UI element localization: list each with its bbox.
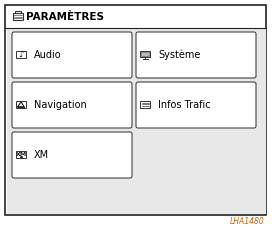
- FancyBboxPatch shape: [12, 82, 132, 128]
- Text: Navigation: Navigation: [34, 100, 87, 110]
- Bar: [16, 101, 26, 108]
- FancyBboxPatch shape: [136, 32, 256, 78]
- FancyBboxPatch shape: [12, 132, 132, 178]
- Text: XM: XM: [34, 150, 49, 160]
- Bar: [16, 151, 26, 158]
- Text: PARAMÈTRES: PARAMÈTRES: [26, 12, 104, 22]
- Bar: [140, 101, 150, 108]
- Text: ♪: ♪: [18, 50, 24, 59]
- Bar: [16, 50, 26, 58]
- FancyBboxPatch shape: [136, 82, 256, 128]
- Text: Système: Système: [158, 50, 200, 60]
- FancyBboxPatch shape: [12, 32, 132, 78]
- Bar: [15, 10, 21, 13]
- Text: Infos Trafic: Infos Trafic: [158, 100, 211, 110]
- Bar: [140, 51, 150, 57]
- Bar: [13, 13, 23, 20]
- Bar: [141, 52, 149, 56]
- Text: XM: XM: [16, 152, 27, 157]
- Text: LHA1480: LHA1480: [230, 217, 265, 225]
- Bar: [7, 29, 266, 214]
- Text: Audio: Audio: [34, 50, 62, 60]
